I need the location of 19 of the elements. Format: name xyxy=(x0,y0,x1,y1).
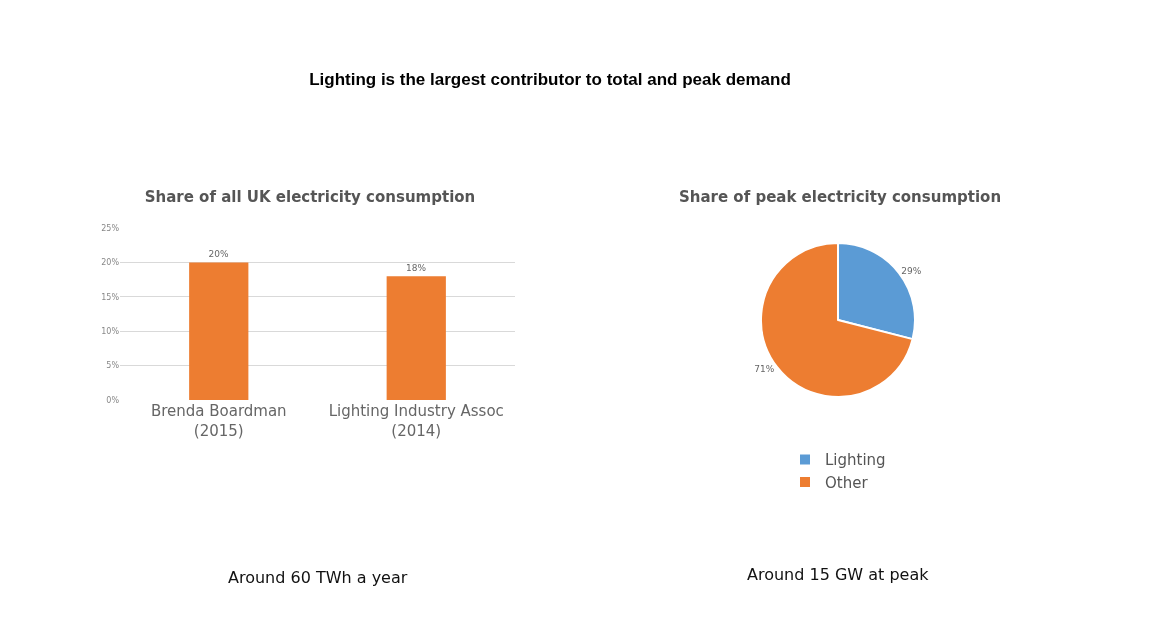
x-tick-label: Lighting Industry Assoc (2014) xyxy=(328,402,504,440)
y-tick-label: 15% xyxy=(101,292,120,302)
y-tick-label: 0% xyxy=(106,395,120,405)
text: Lighting is the largest contributor to total and peak demand xyxy=(308,70,792,90)
data-label: 20% xyxy=(208,249,229,260)
chart-title: Share of peak electricity consumption xyxy=(678,188,1002,207)
text: Around 15 GW at peak xyxy=(747,565,930,584)
y-tick-label: 25% xyxy=(101,223,120,233)
y-tick-label: 10% xyxy=(101,327,120,336)
y-tick-label: 20% xyxy=(101,258,120,268)
data-label: 29% xyxy=(901,265,922,276)
chart-subtitle: Share of all UK electricity consumption xyxy=(144,188,476,207)
legend-label: Lighting xyxy=(825,451,886,470)
text: Around 60 TWh a year xyxy=(228,568,408,587)
x-tick-label: Brenda Boardman (2015) xyxy=(150,402,287,440)
legend-label: Other xyxy=(825,473,869,492)
data-label: 18% xyxy=(406,263,427,274)
data-label: 71% xyxy=(754,364,775,375)
y-tick-label: 5% xyxy=(106,361,120,371)
